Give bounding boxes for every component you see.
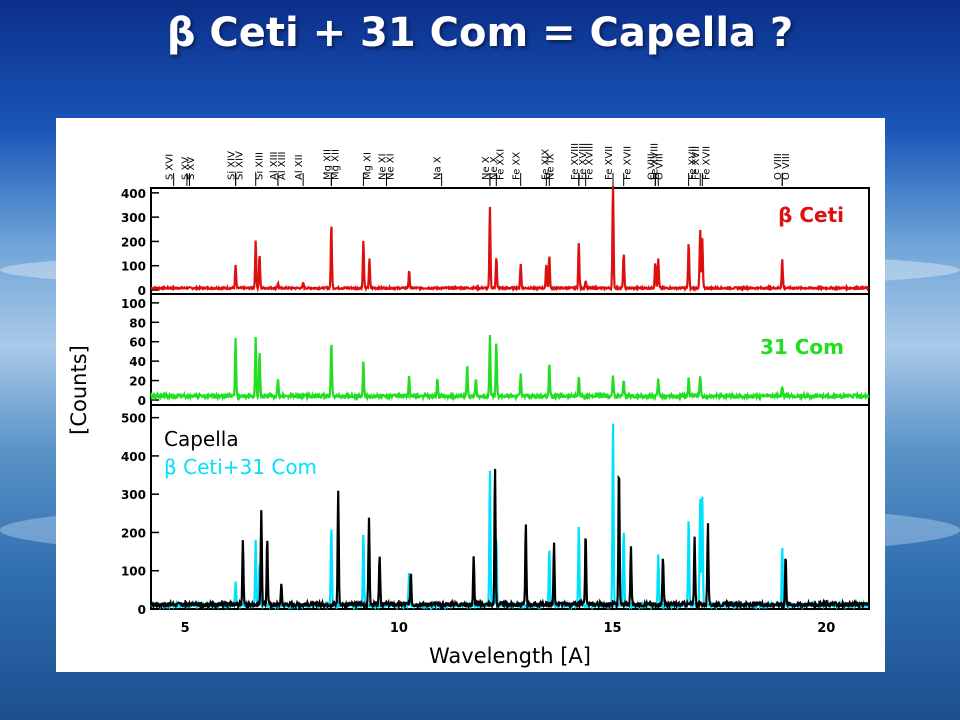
y-tick-label: 0 [138,603,146,617]
line-id-label: O VIII [654,153,665,180]
line-id-label: Al XIII [269,152,280,181]
y-tick-label: 300 [121,488,146,502]
line-id-label: Mg XII [330,149,341,180]
y-tick-label: 300 [121,211,146,225]
series-line-31-com [150,334,870,402]
x-tick-label: 20 [817,621,835,636]
line-id-label: Ne IX [545,153,556,180]
legend-entry: 31 Com [760,335,844,359]
y-axis-label: [Counts] [67,345,91,435]
series-line-capella [150,468,869,611]
y-tick-label: 20 [129,375,146,389]
y-tick-label: 100 [121,297,146,311]
line-id-label: Fe XVIII [585,143,596,180]
y-tick-label: 200 [121,235,146,249]
legend-entry: β Ceti+31 Com [164,455,317,479]
line-id-label: Si XIV [227,151,238,180]
y-tick-label: 500 [121,412,146,426]
line-id-label: Al XII [294,154,305,180]
line-id-label: Ne X [481,156,492,180]
line-id-label: Al XIII [277,152,288,181]
line-id-label: Fe XVIII [578,143,589,180]
y-tick-label: 80 [129,316,146,330]
line-id-label: Si XIV [235,151,246,180]
line-id-label: Ne XI [385,153,396,180]
y-tick-label: 200 [121,526,146,540]
x-tick-label: 5 [181,621,190,636]
line-id-label: Fe XIX [540,149,551,180]
line-id-label: Mg XI [362,152,373,180]
line-id-label: Fe XVII [691,146,702,180]
legend-entry: β Ceti [778,203,844,227]
y-tick-label: 400 [121,450,146,464]
line-id-label: Fe XVIII [570,143,581,180]
line-id-label: O VIII [781,153,792,180]
y-tick-label: 100 [121,565,146,579]
line-id-label: Fe XX [512,152,523,180]
x-tick-label: 10 [390,621,408,636]
series-line-beta-ceti [150,185,870,293]
line-id-label: S XV [180,157,191,180]
y-tick-label: 0 [138,284,146,298]
y-tick-label: 0 [138,394,146,408]
line-id-label: Fe XVII [604,146,615,180]
line-id-label: Ne X [489,156,500,180]
line-id-label: Ne XI [377,153,388,180]
y-tick-label: 400 [121,187,146,201]
y-tick-label: 100 [121,260,146,274]
line-id-label: Fe XVII [701,146,712,180]
line-id-label: Fe XVIII [649,143,660,180]
series-line-beta-ceti-plus-31-com [149,423,870,612]
legend-entry: Capella [164,427,239,451]
line-id-label: S XVI [165,154,176,180]
line-id-label: Fe XVII [688,146,699,180]
line-id-label: Mg XII [322,149,333,180]
x-tick-label: 15 [604,621,622,636]
line-id-label: Na X [433,156,444,180]
x-axis-label: Wavelength [A] [429,644,591,668]
line-id-label: Fe XXI [495,149,506,180]
line-id-label: Si XIII [255,152,266,180]
y-tick-label: 60 [129,336,146,350]
line-id-label: O VIII [773,153,784,180]
line-id-label: O VIII [646,153,657,180]
spectrum-figure: 0 100 200 300 400 β Ceti 0 20 40 60 80 100 31 Com 0 10… [56,118,885,672]
line-id-label: Fe XVII [623,146,634,180]
line-id-label: S XV [186,157,197,180]
y-tick-label: 40 [129,355,146,369]
plot-frame [150,187,870,610]
slide-title: β Ceti + 31 Com = Capella ? [166,10,794,56]
